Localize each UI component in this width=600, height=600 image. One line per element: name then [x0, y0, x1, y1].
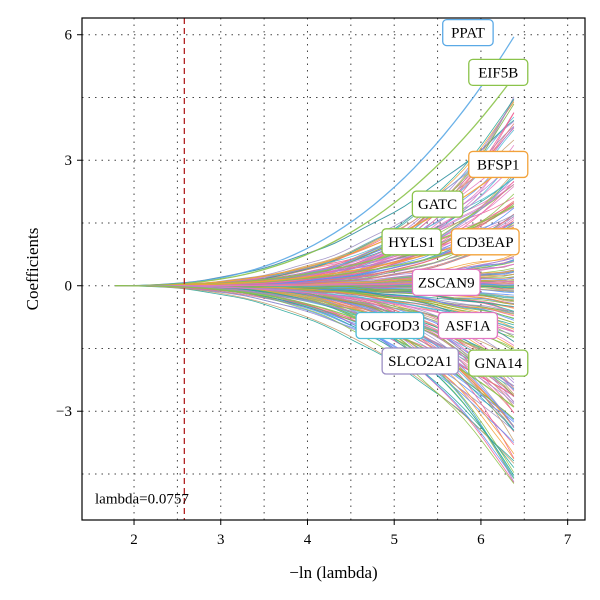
label-tag-text: GATC — [418, 197, 457, 213]
gene-label-tags: PPAT EIF5B BFSP1 GATC HYLS1 CD3EAP ZSCAN9 OGFOD… — [355, 18, 529, 377]
x-tick-label: 5 — [390, 532, 398, 548]
label-tag-text: BFSP1 — [477, 157, 520, 173]
label-tag-hyls1: HYLS1 — [381, 228, 442, 256]
coefficient-paths — [114, 36, 515, 484]
label-tag-box — [442, 18, 494, 47]
label-tag-box — [411, 190, 464, 218]
coefficient-path — [114, 285, 515, 464]
y-axis-label: Coefficients — [23, 228, 42, 311]
y-tick-label: 3 — [65, 153, 73, 169]
lambda-annotation: lambda=0.0757 — [95, 491, 189, 507]
label-tag-bfsp1: BFSP1 — [468, 150, 529, 179]
label-tag-text: PPAT — [451, 26, 485, 42]
label-tag-box — [381, 347, 459, 375]
x-tick-label: 2 — [130, 532, 138, 548]
axis-ticks: 2 3 4 5 6 7 −3 0 3 6 — [56, 28, 572, 548]
y-tick-label: 0 — [65, 279, 73, 295]
label-tag-box — [355, 311, 425, 340]
label-tag-ppat: PPAT — [442, 18, 494, 47]
label-tag-text: CD3EAP — [457, 235, 514, 251]
label-tag-gatc: GATC — [411, 190, 464, 218]
x-tick-label: 6 — [477, 532, 485, 548]
label-tag-text: ZSCAN9 — [418, 275, 475, 291]
label-tag-ogfod3: OGFOD3 — [355, 311, 425, 340]
label-tag-cd3eap: CD3EAP — [450, 228, 520, 256]
label-tag-text: SLCO2A1 — [388, 354, 452, 370]
label-tag-asf1a: ASF1A — [437, 311, 499, 340]
plot-frame — [81, 17, 586, 521]
label-tag-text: OGFOD3 — [360, 318, 419, 334]
label-tag-zscan9: ZSCAN9 — [411, 268, 481, 297]
x-tick-label: 3 — [217, 532, 225, 548]
y-tick-label: −3 — [56, 404, 72, 420]
label-tag-box — [468, 150, 529, 179]
label-tag-text: HYLS1 — [388, 235, 435, 251]
label-tag-text: GNA14 — [475, 356, 523, 372]
x-axis-label: −ln (lambda) — [289, 563, 377, 582]
label-tag-box — [437, 311, 499, 340]
y-tick-label: 6 — [65, 28, 73, 44]
label-tag-box — [468, 349, 529, 377]
label-tag-box — [468, 58, 529, 87]
label-tag-gna14: GNA14 — [468, 349, 529, 377]
label-tag-box — [450, 228, 520, 256]
x-tick-label: 7 — [564, 532, 572, 548]
x-tick-label: 4 — [304, 532, 312, 548]
label-tag-box — [381, 228, 442, 256]
label-tag-text: ASF1A — [445, 318, 491, 334]
label-tag-box — [411, 268, 481, 297]
coefficient-path-eif5b — [115, 76, 515, 287]
label-tag-slco2a1: SLCO2A1 — [381, 347, 459, 375]
label-tag-eif5b: EIF5B — [468, 58, 529, 87]
label-tag-text: EIF5B — [478, 65, 518, 81]
